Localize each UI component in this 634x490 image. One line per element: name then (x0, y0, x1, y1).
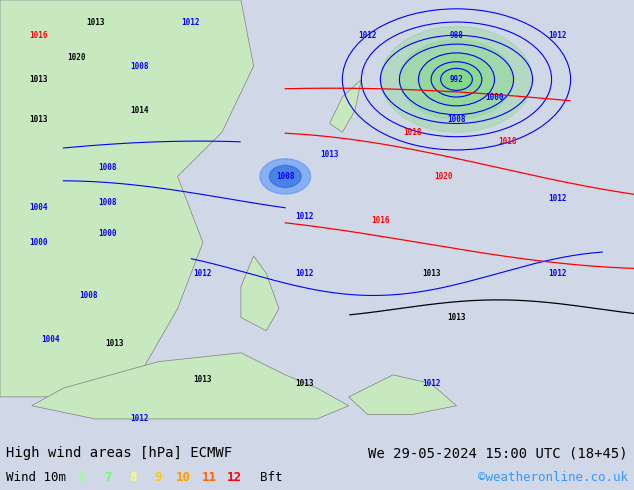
Text: 1013: 1013 (29, 115, 48, 123)
Text: 1013: 1013 (422, 269, 441, 278)
Text: Wind 10m: Wind 10m (6, 471, 67, 484)
Text: High wind areas [hPa] ECMWF: High wind areas [hPa] ECMWF (6, 446, 233, 460)
Text: 1012: 1012 (181, 18, 200, 26)
Text: 1008: 1008 (447, 115, 466, 123)
Text: Bft: Bft (260, 471, 282, 484)
Text: 1008: 1008 (79, 291, 98, 300)
Text: 1018: 1018 (498, 137, 517, 146)
Text: 1012: 1012 (295, 212, 314, 220)
Text: 1008: 1008 (130, 62, 149, 71)
Text: 1012: 1012 (422, 379, 441, 388)
Text: 1012: 1012 (548, 269, 567, 278)
Text: 1000: 1000 (98, 229, 117, 238)
Text: 1000: 1000 (485, 93, 504, 101)
Circle shape (441, 69, 472, 90)
Circle shape (380, 26, 533, 132)
Text: 1013: 1013 (105, 340, 124, 348)
Text: 1013: 1013 (295, 379, 314, 388)
Circle shape (399, 40, 514, 119)
Text: 992: 992 (450, 75, 463, 84)
Polygon shape (330, 79, 361, 132)
Text: 1020: 1020 (434, 172, 453, 181)
Text: 1000: 1000 (29, 238, 48, 247)
Text: 1016: 1016 (371, 216, 390, 225)
Text: 6: 6 (79, 471, 86, 484)
Text: 9: 9 (155, 471, 162, 484)
Text: 1013: 1013 (320, 150, 339, 159)
Text: 10: 10 (176, 471, 191, 484)
Polygon shape (349, 375, 456, 415)
Text: 11: 11 (202, 471, 217, 484)
Circle shape (431, 62, 482, 97)
Text: 1014: 1014 (130, 106, 149, 115)
Text: 1012: 1012 (193, 269, 212, 278)
Text: 1012: 1012 (295, 269, 314, 278)
Text: 1013: 1013 (86, 18, 105, 26)
Text: 1008: 1008 (98, 163, 117, 172)
Text: ©weatheronline.co.uk: ©weatheronline.co.uk (477, 471, 628, 484)
Text: 988: 988 (450, 31, 463, 40)
Text: 1008: 1008 (276, 172, 295, 181)
Circle shape (269, 166, 301, 187)
Text: 1013: 1013 (29, 75, 48, 84)
Text: 1012: 1012 (548, 194, 567, 203)
Circle shape (418, 53, 495, 106)
Text: 1012: 1012 (358, 31, 377, 40)
Text: 1008: 1008 (98, 198, 117, 207)
Text: 8: 8 (129, 471, 137, 484)
Text: 1013: 1013 (447, 313, 466, 322)
Polygon shape (0, 0, 254, 397)
Text: 1018: 1018 (403, 128, 422, 137)
Text: 1004: 1004 (41, 335, 60, 344)
Text: 1016: 1016 (29, 31, 48, 40)
Polygon shape (32, 353, 349, 419)
Text: 12: 12 (227, 471, 242, 484)
Polygon shape (241, 256, 279, 331)
Text: 1020: 1020 (67, 53, 86, 62)
Text: 1012: 1012 (548, 31, 567, 40)
Text: 1012: 1012 (130, 415, 149, 423)
Text: 1013: 1013 (193, 375, 212, 384)
Text: 1004: 1004 (29, 203, 48, 212)
Circle shape (260, 159, 311, 194)
Text: We 29-05-2024 15:00 UTC (18+45): We 29-05-2024 15:00 UTC (18+45) (368, 446, 628, 460)
Text: 7: 7 (104, 471, 112, 484)
